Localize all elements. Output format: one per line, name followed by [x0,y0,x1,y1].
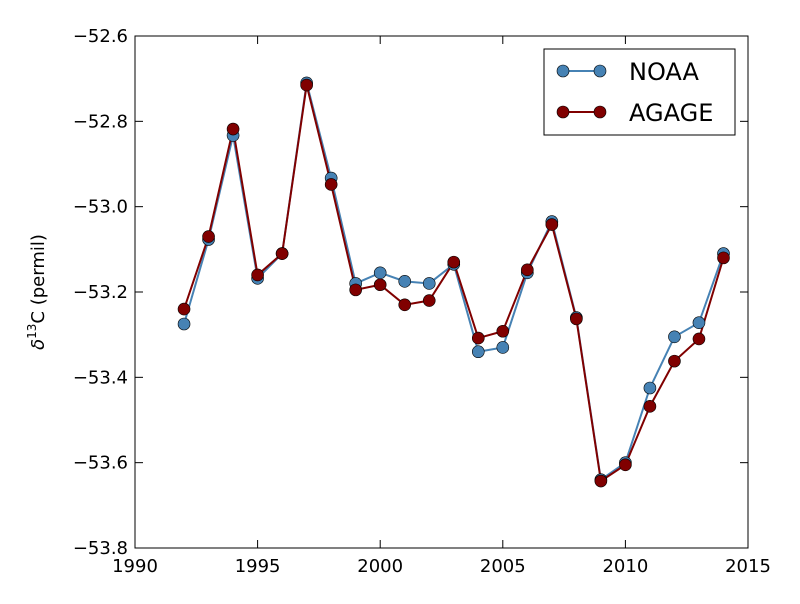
legend-label: NOAA [629,58,700,86]
data-point-noaa [471,345,485,359]
data-point-agage [643,400,657,413]
data-point-noaa [496,341,510,354]
data-point-agage [422,294,436,307]
data-point-agage [668,354,681,368]
data-point-noaa [398,275,412,288]
y-tick-label: −52.8 [73,111,128,132]
data-point-noaa [422,277,436,290]
series-line-noaa [183,82,725,482]
series-points [177,76,730,488]
data-point-noaa [373,266,387,280]
data-point-agage [521,263,534,277]
x-tick-label: 2010 [602,556,648,577]
series-line-agage [183,84,725,483]
data-point-agage [496,324,510,338]
data-point-agage [398,298,412,312]
y-tick-label: −52.6 [73,26,128,47]
y-axis-label-superscript: 13 [25,324,39,339]
y-axis-label-symbol: δ [28,339,49,350]
legend: NOAA AGAGE [543,48,736,136]
y-axis-label-rest: C (permil) [28,234,49,323]
y-axis-label: δ13C (permil) [25,234,49,350]
data-point-agage [373,278,387,292]
data-point-noaa [692,316,706,330]
axis-ticks [134,35,749,549]
legend-marker [593,105,607,119]
legend-marker [593,64,607,78]
legend-label: AGAGE [629,99,713,127]
data-point-noaa [668,330,681,344]
data-point-agage [275,247,289,260]
y-tick-label: −53.8 [73,538,128,559]
data-point-agage [349,283,362,297]
y-tick-label: −53.0 [73,197,128,218]
data-point-agage [251,268,264,282]
data-point-agage [226,122,240,136]
data-point-agage [471,331,485,345]
data-point-noaa [643,381,657,395]
data-point-agage [545,218,559,231]
data-point-noaa [177,317,191,331]
series-lines [183,82,725,483]
data-point-agage [594,474,608,488]
x-tick-label: 2015 [725,556,771,577]
data-point-agage [202,230,215,243]
data-point-agage [619,458,632,472]
legend-marker [556,105,570,119]
x-tick-label: 1995 [235,556,281,577]
legend-box [543,48,736,136]
data-point-agage [447,255,461,269]
data-point-agage [570,312,583,326]
legend-marker [556,64,570,78]
x-tick-label: 1990 [112,556,158,577]
y-tick-label: −53.2 [73,282,128,303]
data-point-agage [300,78,313,92]
y-tick-label: −53.4 [73,367,128,388]
data-point-agage [177,302,191,316]
x-tick-label: 2005 [480,556,526,577]
data-point-agage [324,178,338,191]
axis-tick-labels: 1990 1995 2000 2005 2010 2015 −53.8 −53.6 −53.4 −… [73,26,771,577]
y-tick-label: −53.6 [73,453,128,474]
data-point-agage [692,332,706,346]
data-point-agage [717,251,730,265]
x-tick-label: 2000 [357,556,403,577]
